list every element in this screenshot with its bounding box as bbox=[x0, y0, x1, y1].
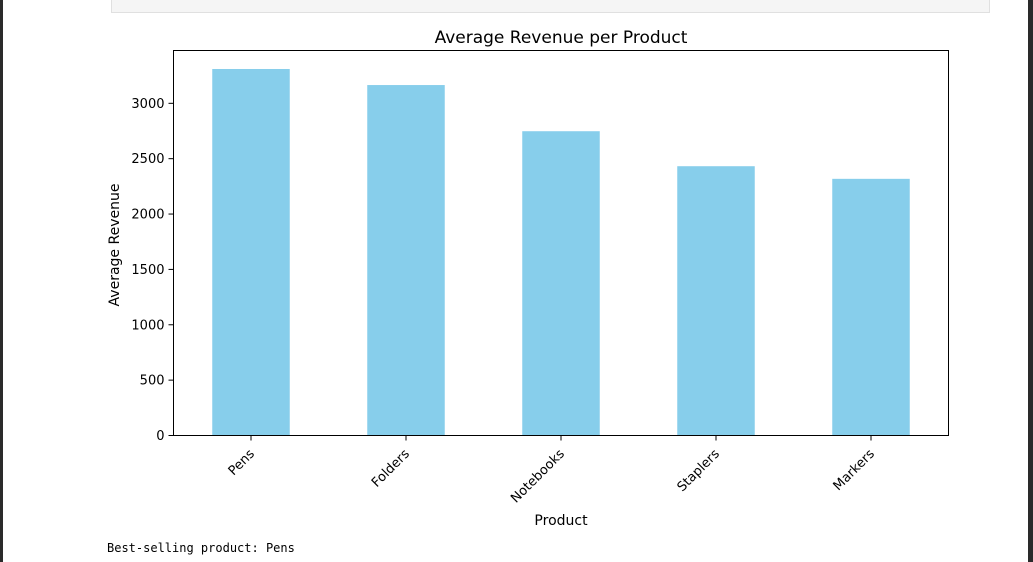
previous-cell-output-area bbox=[111, 0, 990, 13]
x-tick-label: Notebooks bbox=[508, 447, 568, 507]
x-tick-label: Staplers bbox=[675, 447, 723, 495]
y-tick-label: 2500 bbox=[131, 152, 164, 167]
y-axis-label: Average Revenue bbox=[107, 184, 123, 307]
plot-area-frame bbox=[173, 50, 949, 436]
y-tick-label: 1500 bbox=[131, 263, 164, 278]
y-tick-label: 0 bbox=[156, 429, 164, 444]
chart-title: Average Revenue per Product bbox=[435, 28, 688, 48]
bar-pens bbox=[212, 68, 290, 436]
y-tick-label: 2000 bbox=[131, 208, 164, 223]
y-tick-label: 1000 bbox=[131, 318, 164, 333]
cell-output-text: Best-selling product: Pens bbox=[107, 541, 295, 555]
y-tick-label: 3000 bbox=[131, 97, 164, 112]
y-tick-label: 500 bbox=[140, 374, 165, 389]
window-left-edge bbox=[0, 0, 3, 562]
bar-notebooks bbox=[522, 131, 600, 436]
bar-folders bbox=[367, 85, 445, 436]
window-right-edge bbox=[1028, 0, 1033, 562]
bar-staplers bbox=[677, 166, 755, 436]
x-tick-label: Folders bbox=[369, 447, 413, 491]
bar-markers bbox=[832, 178, 910, 436]
x-tick-label: Pens bbox=[226, 447, 258, 479]
bar-chart: Average Revenue per Product Product Aver… bbox=[107, 28, 949, 529]
x-axis-label: Product bbox=[534, 513, 588, 529]
x-tick-label: Markers bbox=[831, 447, 878, 494]
